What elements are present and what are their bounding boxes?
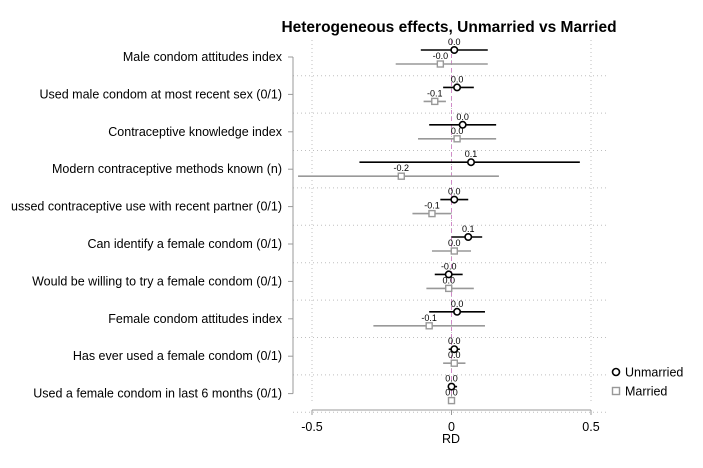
data-label: 0.0	[448, 37, 461, 47]
data-label: -0.0	[441, 261, 457, 271]
point-estimate	[453, 135, 461, 143]
point-estimate	[450, 247, 458, 255]
data-label: 0.1	[465, 149, 478, 159]
point-estimate	[453, 307, 462, 316]
data-label: 0.1	[462, 224, 475, 234]
data-label: 0.0	[448, 187, 461, 197]
data-label: 0.0	[448, 350, 461, 360]
point-estimate	[445, 284, 453, 293]
data-label: 0.0	[445, 388, 458, 398]
point-estimate	[467, 158, 476, 167]
point-estimate	[450, 195, 459, 204]
data-label: 0.0	[448, 336, 461, 346]
data-label: 0.0	[451, 74, 464, 84]
data-label: -0.2	[394, 163, 410, 173]
data-label: -0.1	[421, 313, 437, 323]
y-tick-label: Used male condom at most recent sex (0/1…	[40, 87, 282, 101]
point-estimate	[450, 45, 459, 54]
point-estimate	[447, 382, 456, 391]
data-label: -0.1	[424, 201, 440, 211]
data-marks: 0.00.00.00.10.00.1-0.00.00.00.0-0.0-0.10…	[298, 37, 580, 405]
data-label: 0.0	[442, 275, 455, 285]
point-estimate	[458, 120, 467, 129]
x-axis: -0.5 0 0.5	[301, 409, 600, 434]
data-label: 0.0	[451, 299, 464, 309]
legend-label-married: Married	[625, 385, 667, 399]
y-tick-label: Contraceptive knowledge index	[108, 125, 282, 139]
point-estimate	[436, 60, 445, 68]
y-tick-label: Male condom attitudes index	[123, 50, 283, 64]
y-tick-label: Used a female condom in last 6 months (0…	[33, 387, 282, 401]
point-estimate	[431, 97, 439, 106]
point-estimate	[450, 345, 459, 354]
point-estimate	[453, 83, 462, 92]
series-married: -0.0 -0.1 0.0 -0.2 -0.1 0.0 0.0 -0.1 0.0 0.0	[298, 51, 499, 405]
legend-marker-unmarried	[611, 367, 621, 377]
point-estimate	[444, 270, 453, 279]
legend: Unmarried Married	[611, 366, 683, 399]
point-estimate	[428, 209, 436, 218]
data-label: 0.0	[451, 126, 464, 136]
point-estimate	[397, 172, 405, 180]
y-tick-label: Female condom attitudes index	[108, 312, 282, 326]
point-estimate	[464, 233, 473, 242]
point-estimate	[425, 322, 433, 330]
grid	[293, 40, 609, 413]
legend-marker-married	[611, 386, 621, 396]
x-axis-title: RD	[442, 432, 460, 446]
data-label: 0.0	[456, 112, 469, 122]
data-label: 0.0	[445, 374, 458, 384]
x-tick-label: 0.5	[582, 420, 599, 434]
chart-title: Heterogeneous effects, Unmarried vs Marr…	[281, 19, 616, 36]
data-label: -0.1	[427, 88, 443, 98]
legend-label-unmarried: Unmarried	[625, 366, 683, 380]
series-unmarried: 0.00.00.00.10.00.1-0.00.00.00.0	[359, 37, 580, 391]
x-tick-label: -0.5	[301, 420, 323, 434]
data-label: -0.0	[433, 51, 449, 61]
x-tick-label: 0	[448, 420, 455, 434]
data-label: 0.0	[448, 238, 461, 248]
y-tick-label: Would be willing to try a female condom …	[32, 274, 282, 288]
y-tick-label: Has ever used a female condom (0/1)	[73, 349, 282, 363]
y-tick-label: Modern contraceptive methods known (n)	[52, 162, 282, 176]
y-tick-label: ussed contraceptive use with recent part…	[11, 200, 282, 214]
y-axis: Male condom attitudes index Used male con…	[11, 50, 294, 401]
y-tick-label: Can identify a female condom (0/1)	[87, 237, 282, 251]
point-estimate	[450, 359, 458, 367]
point-estimate	[447, 396, 456, 405]
